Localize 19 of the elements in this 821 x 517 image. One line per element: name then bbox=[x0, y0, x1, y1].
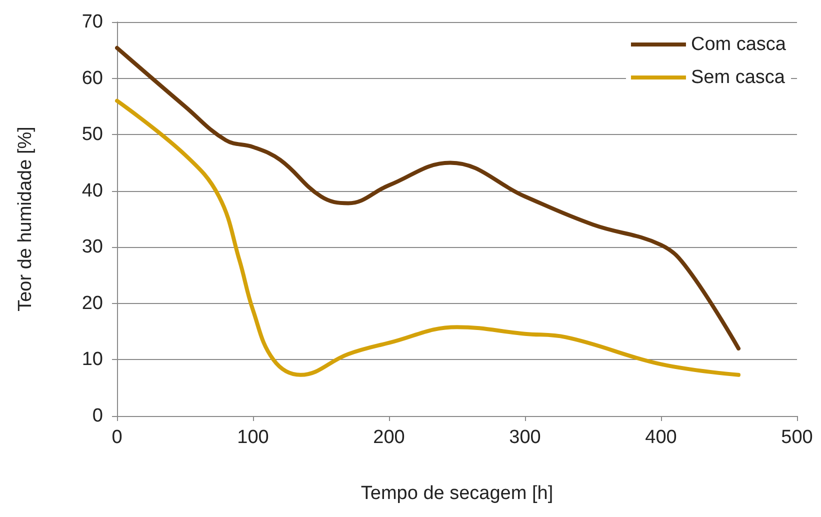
legend-label: Com casca bbox=[690, 34, 786, 55]
x-tick-label: 0 bbox=[112, 427, 122, 448]
x-tick-label: 300 bbox=[509, 427, 541, 448]
x-tick-label: 200 bbox=[373, 427, 405, 448]
x-tick-label: 100 bbox=[237, 427, 269, 448]
y-axis-title: Teor de humidade [%] bbox=[15, 126, 36, 312]
x-tick-label: 500 bbox=[781, 427, 813, 448]
y-tick-label: 60 bbox=[82, 68, 103, 89]
y-tick-label: 20 bbox=[82, 292, 103, 314]
legend-label: Sem casca bbox=[690, 67, 786, 88]
y-tick-label: 50 bbox=[82, 124, 103, 146]
y-tick-label: 0 bbox=[92, 406, 103, 426]
y-tick-label: 10 bbox=[82, 349, 103, 370]
line-series bbox=[115, 98, 741, 377]
x-tick-label: 400 bbox=[645, 427, 677, 448]
y-tick-label: 70 bbox=[82, 12, 103, 32]
y-tick-label: 40 bbox=[82, 180, 103, 202]
y-tick-label: 30 bbox=[82, 236, 103, 258]
x-axis-title: Tempo de secagem [h] bbox=[360, 483, 554, 504]
